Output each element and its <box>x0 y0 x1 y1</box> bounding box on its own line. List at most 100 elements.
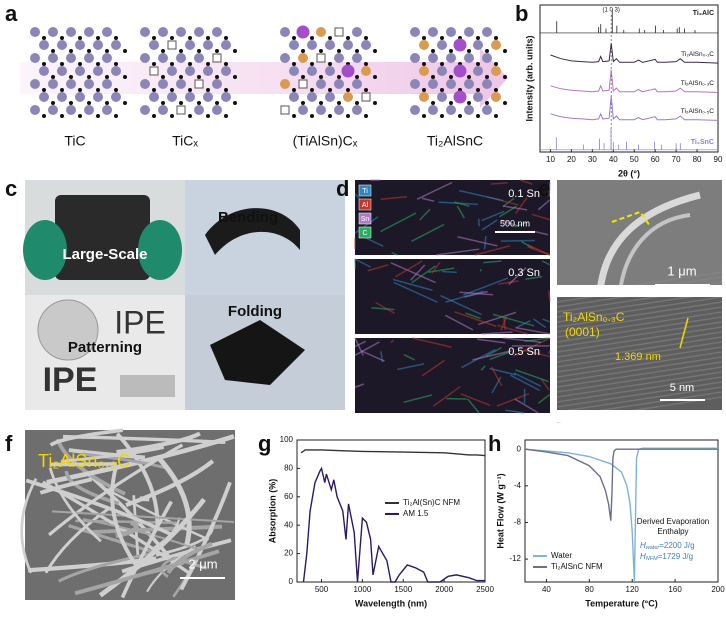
scale-bar-label: 2 μm <box>188 556 217 571</box>
carbon <box>152 114 156 118</box>
fiber <box>106 488 210 541</box>
note: Derived Evaporation <box>637 517 709 526</box>
carbon <box>60 36 64 40</box>
scale-bar-label: 500 nm <box>500 218 530 228</box>
carbon <box>51 75 55 79</box>
carbon <box>485 75 489 79</box>
fiber <box>525 275 543 281</box>
fringe <box>556 306 723 333</box>
fiber <box>421 197 435 202</box>
carbon <box>310 114 314 118</box>
atom <box>66 53 76 63</box>
fringe <box>556 311 723 338</box>
atom <box>102 105 112 115</box>
atom <box>428 79 438 89</box>
carbon <box>476 62 480 66</box>
atom <box>111 92 121 102</box>
carbon <box>170 36 174 40</box>
eds-maps <box>354 179 551 414</box>
carbon <box>51 49 55 53</box>
x-tick-label: 1000 <box>353 585 371 594</box>
carbon <box>42 88 46 92</box>
fiber <box>361 350 385 362</box>
x-tick-label: 2500 <box>476 585 494 594</box>
atom <box>482 53 492 63</box>
x-tick-label: 10 <box>546 155 555 164</box>
glove <box>23 220 67 280</box>
structure-label: (TiAlSn)Cₓ <box>293 133 358 149</box>
atom <box>102 79 112 89</box>
atom <box>446 105 456 115</box>
x-tick-label: 90 <box>714 155 723 164</box>
fiber <box>396 363 425 371</box>
carbon <box>301 49 305 53</box>
carbon <box>215 101 219 105</box>
atom <box>194 27 204 37</box>
atom <box>437 40 447 50</box>
plot-frame <box>524 439 719 583</box>
panel-label: c <box>5 176 17 201</box>
y-tick-label: -4 <box>514 481 522 490</box>
atom <box>75 66 85 76</box>
atom <box>30 79 40 89</box>
series-line <box>302 466 485 583</box>
atom <box>48 105 58 115</box>
annotation: (1 0 3) <box>603 8 620 14</box>
fiber <box>481 210 505 222</box>
fiber <box>474 245 511 256</box>
carbon <box>78 88 82 92</box>
fiber <box>480 365 486 371</box>
vacancy <box>194 79 204 89</box>
carbon <box>179 75 183 79</box>
fiber <box>524 337 549 343</box>
carbon <box>292 114 296 118</box>
atom <box>30 105 40 115</box>
fringe <box>556 381 723 408</box>
atom <box>185 66 195 76</box>
carbon <box>96 88 100 92</box>
fiber <box>440 294 482 316</box>
legend-label: Water <box>551 551 572 560</box>
carbon <box>224 88 228 92</box>
x-tick-label: 500 <box>315 585 329 594</box>
fringe <box>556 356 723 383</box>
fiber <box>459 189 504 202</box>
fiber <box>463 277 509 296</box>
fiber <box>411 223 445 243</box>
y-tick-label: 60 <box>284 492 293 501</box>
process-arrow <box>20 48 508 108</box>
atom <box>280 27 290 37</box>
atom <box>111 66 121 76</box>
y-axis-label: Heat Flow (W g⁻¹) <box>495 473 505 548</box>
vacancy <box>167 40 177 50</box>
element-label: Sn <box>361 216 370 223</box>
fiber <box>48 467 102 543</box>
fiber <box>50 462 117 467</box>
x-tick-label: 160 <box>668 585 682 594</box>
fiber <box>542 318 551 323</box>
carbon <box>476 88 480 92</box>
carbon <box>69 101 73 105</box>
atom <box>316 79 326 89</box>
fiber <box>120 500 173 599</box>
atom <box>428 27 438 37</box>
fringe <box>556 346 723 373</box>
y-tick-label: 20 <box>284 549 293 558</box>
carbon <box>114 114 118 118</box>
fiber <box>419 208 431 221</box>
carbon <box>449 75 453 79</box>
reference-label: Ti₂SnC <box>691 139 714 146</box>
fiber <box>502 220 520 227</box>
sheet <box>205 208 300 255</box>
x-axis-label: 2θ (°) <box>618 168 640 178</box>
atom <box>491 40 501 50</box>
carbon <box>233 75 237 79</box>
atom <box>352 53 362 63</box>
carbon <box>69 75 73 79</box>
carbon <box>161 101 165 105</box>
carbon <box>328 36 332 40</box>
atom <box>289 92 299 102</box>
carbon <box>179 49 183 53</box>
fiber <box>444 314 474 331</box>
element-label: Al <box>362 202 369 209</box>
